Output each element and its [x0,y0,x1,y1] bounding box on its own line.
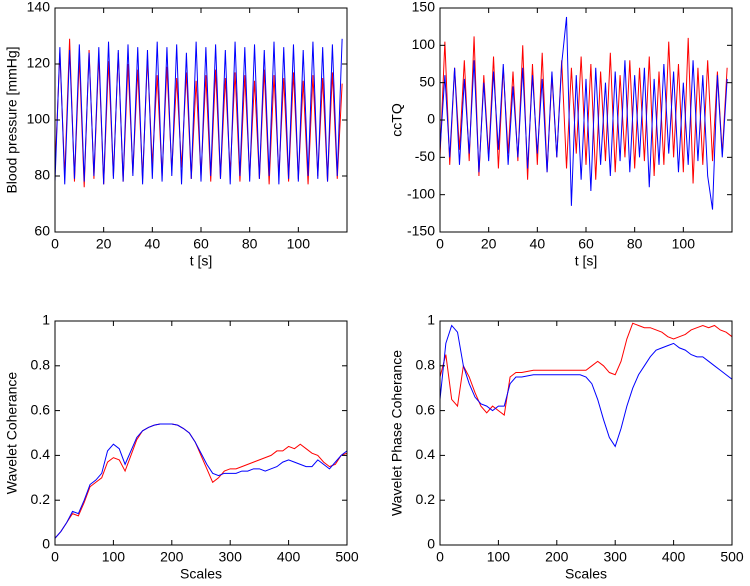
y-tick-label: 60 [34,223,50,239]
x-tick-label: 100 [102,549,126,565]
y-axis-label: Wavelet Phase Coherance [389,350,405,516]
x-tick-label: 40 [145,236,161,252]
data-line [55,423,347,539]
data-line [440,324,732,448]
plot [440,322,732,448]
y-tick-label: 1 [42,312,50,328]
y-tick-label: 0 [42,536,50,552]
y-tick-label: 0.6 [416,401,436,417]
x-tick-label: 0 [436,549,444,565]
plot [55,38,343,188]
y-tick-label: 0 [427,111,435,127]
y-tick-label: 80 [34,167,50,183]
y-tick-label: 0.4 [31,446,51,462]
x-tick-label: 100 [487,549,511,565]
data-line [55,38,343,185]
x-tick-label: 20 [96,236,112,252]
x-tick-label: 200 [545,549,569,565]
plot-frame [54,320,348,546]
y-tick-label: 0.2 [31,491,51,507]
x-tick-label: 60 [578,236,594,252]
plot-frame [439,320,733,546]
x-tick-label: 0 [51,236,59,252]
y-tick-label: 120 [27,55,51,71]
plot-area [54,7,348,233]
y-tick-label: 100 [27,111,51,127]
y-tick-label: 140 [27,0,51,15]
x-axis-label: t [s] [190,253,213,269]
y-tick-label: 150 [412,0,436,15]
x-tick-label: 100 [672,236,696,252]
x-tick-label: 500 [335,549,359,565]
x-tick-label: 300 [219,549,243,565]
x-tick-label: 60 [193,236,209,252]
y-tick-label: -100 [407,185,435,201]
data-line [440,322,732,416]
x-tick-label: 400 [662,549,686,565]
plot-area [439,7,733,233]
x-axis-label: t [s] [575,253,598,269]
x-tick-label: 80 [242,236,258,252]
y-axis-label: Wavelet Coherance [4,372,20,495]
data-line [440,16,728,210]
x-axis-label: Scales [565,566,607,582]
y-axis-label: ccTQ [389,103,405,137]
x-tick-label: 80 [627,236,643,252]
plot [440,16,728,210]
y-tick-label: 0.8 [416,357,436,373]
plot-area [54,320,348,546]
y-tick-label: -150 [407,223,435,239]
x-tick-label: 200 [160,549,184,565]
y-tick-label: 0.8 [31,357,51,373]
x-tick-label: 0 [436,236,444,252]
x-tick-label: 400 [277,549,301,565]
y-tick-label: 0.6 [31,401,51,417]
x-axis-label: Scales [180,566,222,582]
y-tick-label: 0 [427,536,435,552]
y-tick-label: 0.4 [416,446,436,462]
x-tick-label: 40 [530,236,546,252]
y-tick-label: 50 [419,73,435,89]
y-axis-label: Blood pressure [mmHg] [4,46,20,193]
y-tick-label: 100 [412,36,436,52]
y-tick-label: 0.2 [416,491,436,507]
x-tick-label: 500 [720,549,744,565]
y-tick-label: -50 [415,148,435,164]
plot [55,423,347,539]
y-tick-label: 1 [427,312,435,328]
x-tick-label: 0 [51,549,59,565]
x-tick-label: 300 [604,549,628,565]
data-line [55,423,347,539]
x-tick-label: 20 [481,236,497,252]
plot-area [439,320,733,546]
x-tick-label: 100 [287,236,311,252]
